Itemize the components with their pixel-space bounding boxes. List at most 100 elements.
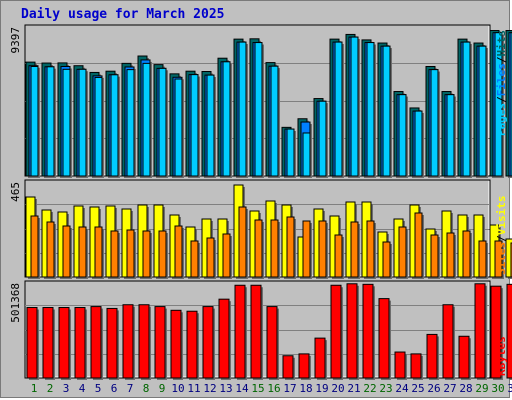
sites-bar-day-19	[318, 220, 327, 278]
hits-ymax-label: 9397	[9, 27, 22, 54]
x-tick-label-day-25: 25	[411, 382, 424, 395]
visits-legend-separator: /	[495, 235, 508, 242]
hits-legend-hits: Hits	[495, 30, 508, 57]
hits-legend: Pages/Files/Hits	[495, 30, 508, 136]
x-tick-label-day-8: 8	[143, 382, 150, 395]
x-tick-label-day-3: 3	[63, 382, 70, 395]
x-tick-label-day-31: 31	[507, 382, 512, 395]
sites-bar-day-16	[270, 219, 279, 278]
sites-bar-day-24	[398, 226, 407, 278]
visits-ymax-label: 465	[9, 182, 22, 202]
kbytes-bar-day-16	[266, 306, 278, 379]
pages-bar-day-29	[478, 45, 487, 177]
pages-bar-day-13	[222, 61, 231, 177]
kbytes-bar-day-26	[426, 333, 438, 379]
pages-bar-day-5	[94, 76, 103, 177]
sites-bar-day-6	[110, 230, 119, 278]
pages-bar-day-6	[110, 74, 119, 177]
pages-bar-day-14	[238, 41, 247, 177]
x-tick-label-day-12: 12	[203, 382, 216, 395]
pages-bar-day-8	[142, 62, 151, 177]
sites-bar-day-7	[126, 229, 135, 278]
pages-bar-day-10	[174, 78, 183, 177]
x-tick-label-day-6: 6	[111, 382, 118, 395]
kbytes-bar-day-6	[106, 307, 118, 379]
kbytes-bar-day-5	[90, 306, 102, 379]
x-tick-label-day-30: 30	[491, 382, 504, 395]
kbytes-bar-day-21	[346, 283, 358, 379]
kbytes-bar-day-14	[234, 284, 246, 379]
x-tick-label-day-17: 17	[283, 382, 296, 395]
x-tick-label-day-10: 10	[171, 382, 184, 395]
pages-bar-day-2	[46, 66, 55, 177]
kbytes-bar-day-18	[298, 353, 310, 379]
sites-bar-day-22	[366, 220, 375, 278]
sites-bar-day-29	[478, 240, 487, 278]
kbytes-ymax-label: 501368	[9, 283, 22, 323]
kbytes-bar-day-27	[442, 304, 454, 379]
x-tick-label-day-27: 27	[443, 382, 456, 395]
kbytes-legend-kbytes: KBytes	[495, 336, 508, 376]
pages-bar-day-22	[366, 42, 375, 177]
kbytes-bar-day-22	[362, 283, 374, 379]
sites-bar-day-26	[430, 234, 439, 278]
kbytes-bar-day-7	[122, 304, 134, 379]
sites-bar-day-13	[222, 233, 231, 278]
pages-bar-day-23	[382, 45, 391, 177]
pages-bar-day-20	[334, 41, 343, 177]
kbytes-bar-day-30	[490, 285, 502, 379]
pages-bar-day-11	[190, 74, 199, 177]
pages-bar-day-19	[318, 100, 327, 177]
hits-legend-separator: /	[495, 56, 508, 63]
pages-bar-day-18	[302, 132, 311, 177]
x-tick-label-day-29: 29	[475, 382, 488, 395]
sites-bar-day-27	[446, 232, 455, 278]
sites-bar-day-17	[286, 216, 295, 278]
pages-bar-day-21	[350, 36, 359, 177]
visits-legend-sites: Sites	[495, 242, 508, 275]
sites-bar-day-30	[494, 240, 503, 278]
kbytes-bar-day-15	[250, 284, 262, 379]
sites-bar-day-15	[254, 219, 263, 278]
sites-bar-day-9	[158, 230, 167, 278]
sites-bar-day-11	[190, 240, 199, 278]
kbytes-bar-day-31	[506, 283, 512, 379]
x-tick-label-day-21: 21	[347, 382, 360, 395]
kbytes-bar-day-28	[458, 335, 470, 379]
kbytes-bar-day-4	[74, 307, 86, 379]
kbytes-bar-day-17	[282, 355, 294, 379]
kbytes-bar-day-3	[58, 307, 70, 379]
sites-bar-day-8	[142, 230, 151, 278]
sites-bar-day-21	[350, 221, 359, 278]
pages-bar-day-30	[494, 32, 503, 177]
kbytes-legend: KBytes	[495, 336, 508, 376]
pages-bar-day-3	[62, 68, 71, 177]
kbytes-bar-day-20	[330, 284, 342, 379]
sites-bar-day-1	[30, 215, 39, 278]
pages-bar-day-27	[446, 94, 455, 177]
kbytes-bar-day-8	[138, 304, 150, 379]
x-tick-label-day-18: 18	[299, 382, 312, 395]
visits-legend-visits: Visits	[495, 196, 508, 236]
kbytes-bar-day-10	[170, 309, 182, 379]
sites-bar-day-5	[94, 226, 103, 278]
pages-bar-day-9	[158, 67, 167, 177]
x-tick-label-day-11: 11	[187, 382, 200, 395]
pages-bar-day-1	[30, 65, 39, 177]
pages-bar-day-4	[78, 68, 87, 177]
x-tick-label-day-5: 5	[95, 382, 102, 395]
kbytes-bar-day-29	[474, 283, 486, 379]
pages-bar-day-7	[126, 69, 135, 177]
x-tick-label-day-23: 23	[379, 382, 392, 395]
visits-legend: Sites/Visits	[495, 196, 508, 276]
pages-bar-day-12	[206, 74, 215, 177]
hits-legend-pages: Pages	[495, 103, 508, 136]
x-tick-label-day-16: 16	[267, 382, 280, 395]
sites-bar-day-12	[206, 237, 215, 278]
kbytes-bar-day-25	[410, 353, 422, 379]
hits-legend-files: Files	[495, 63, 508, 96]
pages-bar-day-17	[286, 128, 295, 177]
pages-bar-day-16	[270, 65, 279, 177]
kbytes-bar-day-24	[394, 351, 406, 379]
kbytes-bar-day-11	[186, 310, 198, 379]
